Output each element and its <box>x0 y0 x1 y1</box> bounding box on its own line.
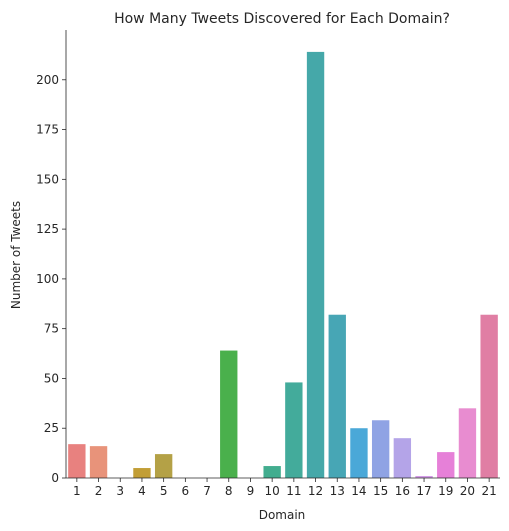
y-axis: 0 25 50 75 100 125 150 175 200 <box>36 30 67 485</box>
bar-domain-13 <box>328 314 346 478</box>
x-tick-label: 11 <box>286 484 301 498</box>
x-tick-label: 13 <box>330 484 345 498</box>
x-tick-label: 1 <box>73 484 81 498</box>
x-tick-label: 10 <box>265 484 280 498</box>
x-tick-label: 20 <box>460 484 475 498</box>
bar-domain-12 <box>306 51 325 478</box>
y-tick-label: 150 <box>36 172 59 186</box>
bar-domain-20 <box>458 408 477 478</box>
bar-domain-19 <box>437 452 455 478</box>
bar-domain-11 <box>285 382 303 478</box>
y-tick-label: 200 <box>36 73 59 87</box>
bar-domain-8 <box>220 350 238 478</box>
x-tick-label: 21 <box>482 484 497 498</box>
x-tick-label: 6 <box>182 484 190 498</box>
x-tick-label: 8 <box>225 484 233 498</box>
x-tick-label: 4 <box>138 484 146 498</box>
bars-group <box>68 51 498 478</box>
bar-domain-17 <box>415 476 433 478</box>
bar-domain-10 <box>263 466 281 478</box>
x-tick-label: 5 <box>160 484 168 498</box>
y-tick-label: 50 <box>44 371 59 385</box>
x-tick-label: 17 <box>416 484 431 498</box>
x-axis: 1 2 3 4 5 6 7 8 9 10 11 12 13 14 15 16 17 19 20 21 <box>66 477 500 498</box>
x-tick-label: 7 <box>203 484 211 498</box>
x-tick-label: 3 <box>116 484 124 498</box>
y-tick-label: 75 <box>44 322 59 336</box>
y-tick-label: 0 <box>51 471 59 485</box>
x-tick-label: 2 <box>95 484 103 498</box>
y-tick-label: 125 <box>36 222 59 236</box>
bar-domain-4 <box>133 468 151 478</box>
x-tick-label: 15 <box>373 484 388 498</box>
x-axis-label: Domain <box>259 508 306 522</box>
x-tick-label: 16 <box>395 484 410 498</box>
bar-domain-21 <box>480 314 498 478</box>
y-tick-label: 175 <box>36 123 59 137</box>
bar-domain-16 <box>393 438 412 478</box>
bar-domain-15 <box>371 420 390 478</box>
bar-domain-2 <box>89 446 108 478</box>
y-tick-label: 100 <box>36 272 59 286</box>
x-tick-label: 9 <box>247 484 255 498</box>
bar-domain-5 <box>154 454 173 478</box>
x-tick-label: 14 <box>351 484 366 498</box>
x-tick-label: 12 <box>308 484 323 498</box>
y-axis-label: Number of Tweets <box>9 201 23 309</box>
chart-title: How Many Tweets Discovered for Each Doma… <box>114 11 450 27</box>
bar-domain-1 <box>68 444 86 478</box>
y-tick-label: 25 <box>44 421 59 435</box>
bar-domain-14 <box>350 428 368 478</box>
x-tick-label: 19 <box>438 484 453 498</box>
